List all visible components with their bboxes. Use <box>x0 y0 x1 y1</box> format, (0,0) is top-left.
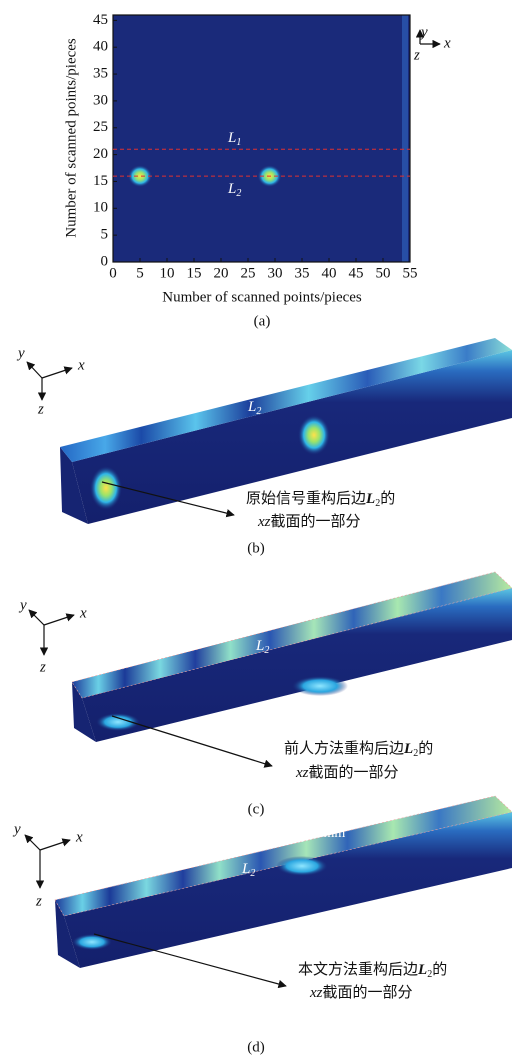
note-text: 截面的一部分 <box>323 984 413 1001</box>
x-tick-label: 30 <box>268 265 283 281</box>
note-text: 原始信号重构后边 <box>246 490 366 507</box>
note-text: 本文方法重构后边 <box>298 961 418 978</box>
caption: (d) <box>247 1039 265 1055</box>
x-tick-label: 35 <box>295 265 310 281</box>
caption: (b) <box>247 540 265 556</box>
x-tick-label: 25 <box>241 265 256 281</box>
note-line-2: xz截面的一部分 <box>295 764 399 781</box>
figure: Number of scanned points/pieces Number o… <box>0 0 512 1060</box>
label-sub: 2 <box>236 188 241 199</box>
defect-blob <box>298 415 330 455</box>
y-tick-label: 35 <box>93 66 108 82</box>
triad-y: y <box>419 24 428 40</box>
triad-x: x <box>75 829 83 845</box>
note-text: 的 <box>418 740 433 757</box>
defect-blob <box>72 934 112 950</box>
x-tick-label: 0 <box>109 265 117 281</box>
label-name: L <box>255 638 264 654</box>
thickness-label: 2.6mm <box>306 826 345 841</box>
caption: (c) <box>248 801 265 817</box>
triad-x: x <box>79 605 87 621</box>
triad-arrow <box>29 610 44 625</box>
y-tick-label: 10 <box>93 200 108 216</box>
triad-arrow <box>44 615 74 625</box>
defect-blob <box>90 466 122 510</box>
defect-blob <box>96 713 140 731</box>
label-name: L <box>227 182 236 198</box>
note-xz: xz <box>295 765 309 781</box>
label-sub: 1 <box>236 138 241 149</box>
note-var: L <box>403 741 413 757</box>
triad-arrow <box>40 840 70 850</box>
triad-z: z <box>413 47 420 63</box>
y-tick-label: 40 <box>93 39 108 55</box>
triad-y: y <box>16 345 25 361</box>
triad-arrow <box>25 835 40 850</box>
note-line-2: xz截面的一部分 <box>309 984 413 1001</box>
y-axis-label: Number of scanned points/pieces <box>63 38 79 238</box>
note-line-1: 本文方法重构后边L2的 <box>298 961 447 980</box>
y-tick-label: 30 <box>93 92 108 108</box>
x-tick-label: 20 <box>214 265 229 281</box>
triad-x: x <box>77 357 85 373</box>
label-name: L <box>241 861 250 877</box>
x-tick-label: 5 <box>136 265 144 281</box>
y-tick-label: 15 <box>93 173 108 189</box>
x-tick-label: 10 <box>160 265 175 281</box>
panel-c: L2 前人方法重构后边L2的 xz截面的一部分 (c) y x z <box>18 572 512 817</box>
x-axis-label: Number of scanned points/pieces <box>162 289 362 305</box>
label-name: L <box>247 399 256 415</box>
note-text: 截面的一部分 <box>309 764 399 781</box>
x-tick-label: 15 <box>187 265 202 281</box>
triad-arrow <box>27 362 42 378</box>
page: Number of scanned points/pieces Number o… <box>0 0 512 1060</box>
y-tick-label: 5 <box>101 227 109 243</box>
pointer-arrow <box>112 716 272 766</box>
note-xz: xz <box>309 985 323 1001</box>
axis-triad: y x z <box>18 597 87 675</box>
note-line-1: 前人方法重构后边L2的 <box>284 740 433 759</box>
y-tick-label: 0 <box>101 253 109 269</box>
triad-z: z <box>39 659 46 675</box>
triad-z: z <box>37 401 44 417</box>
triad-y: y <box>18 597 27 613</box>
note-text: 前人方法重构后边 <box>284 740 404 757</box>
note-line-2: xz截面的一部分 <box>257 513 361 530</box>
triad-arrow <box>42 368 72 378</box>
label-name: L <box>227 131 236 147</box>
note-var: L <box>365 491 375 507</box>
note-text: 的 <box>380 490 395 507</box>
defect-blob <box>292 676 348 696</box>
y-tick-label: 25 <box>93 119 108 135</box>
triad-y: y <box>12 821 21 837</box>
heatmap-edge <box>402 15 408 262</box>
axis-triad: y x z <box>16 345 85 417</box>
panel-a: Number of scanned points/pieces Number o… <box>63 12 451 330</box>
x-tick-label: 40 <box>322 265 337 281</box>
x-tick-label: 45 <box>349 265 364 281</box>
label-sub: 2 <box>256 406 261 417</box>
note-var: L <box>417 962 427 978</box>
triad-x: x <box>443 35 451 51</box>
note-xz: xz <box>257 514 271 530</box>
caption: (a) <box>254 313 271 329</box>
axis-triad: y x z <box>413 24 451 63</box>
x-tick-label: 55 <box>403 265 418 281</box>
label-sub: 2 <box>264 645 269 656</box>
note-text: 截面的一部分 <box>271 513 361 530</box>
note-text: 的 <box>432 961 447 978</box>
triad-z: z <box>35 893 42 909</box>
note-line-1: 原始信号重构后边L2的 <box>246 490 395 509</box>
y-tick-label: 20 <box>93 146 108 162</box>
label-sub: 2 <box>250 868 255 879</box>
y-tick-label: 45 <box>93 12 108 28</box>
panel-d: L2 2.6mm 本文方法重构后边L2的 xz截面的一部分 (d) y x z <box>12 796 512 1055</box>
heatmap-background <box>113 15 410 262</box>
x-tick-label: 50 <box>376 265 391 281</box>
defect-blob <box>276 856 328 876</box>
panel-b: L2 原始信号重构后边L2的 xz截面的一部分 (b) y x z <box>16 338 512 556</box>
